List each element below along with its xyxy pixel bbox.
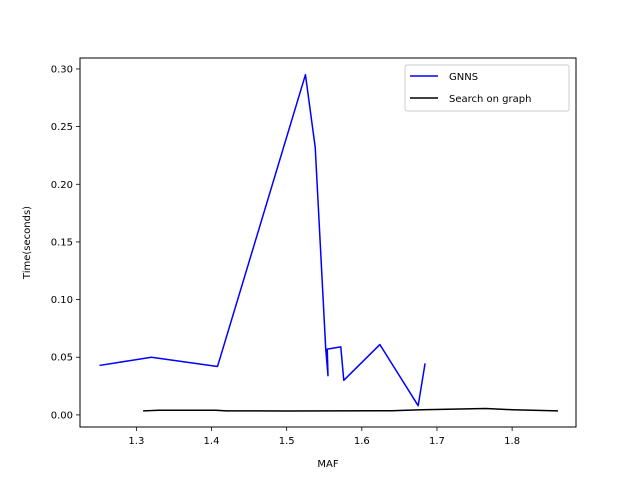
y-tick-label: 0.30 <box>51 64 73 75</box>
y-tick-label: 0.00 <box>51 410 73 421</box>
y-tick-label: 0.25 <box>51 122 73 133</box>
x-tick-label: 1.8 <box>504 436 520 447</box>
y-tick-label: 0.05 <box>51 353 73 364</box>
series-layer <box>99 73 558 412</box>
x-tick-label: 1.6 <box>354 436 370 447</box>
x-tick-label: 1.5 <box>279 436 295 447</box>
y-axis-ticks: 0.00 0.05 0.10 0.15 0.20 0.25 0.30 <box>51 64 80 421</box>
x-tick-label: 1.7 <box>429 436 445 447</box>
x-tick-label: 1.4 <box>204 436 220 447</box>
legend-label-gnns: GNNS <box>449 72 478 83</box>
series-line-search-on-graph <box>143 407 558 412</box>
y-axis-label: Time(seconds) <box>22 206 33 280</box>
legend-label-search-on-graph: Search on graph <box>449 94 531 105</box>
x-tick-label: 1.3 <box>128 436 144 447</box>
y-tick-label: 0.10 <box>51 295 73 306</box>
series-line-gnns <box>99 73 426 407</box>
y-tick-label: 0.15 <box>51 237 73 248</box>
plot-frame <box>79 57 577 428</box>
legend-box <box>404 64 570 112</box>
x-axis-label: MAF <box>317 459 338 470</box>
x-axis-ticks: 1.3 1.4 1.5 1.6 1.7 1.8 <box>128 427 520 447</box>
y-tick-label: 0.20 <box>51 180 73 191</box>
legend: GNNS Search on graph <box>404 64 570 112</box>
